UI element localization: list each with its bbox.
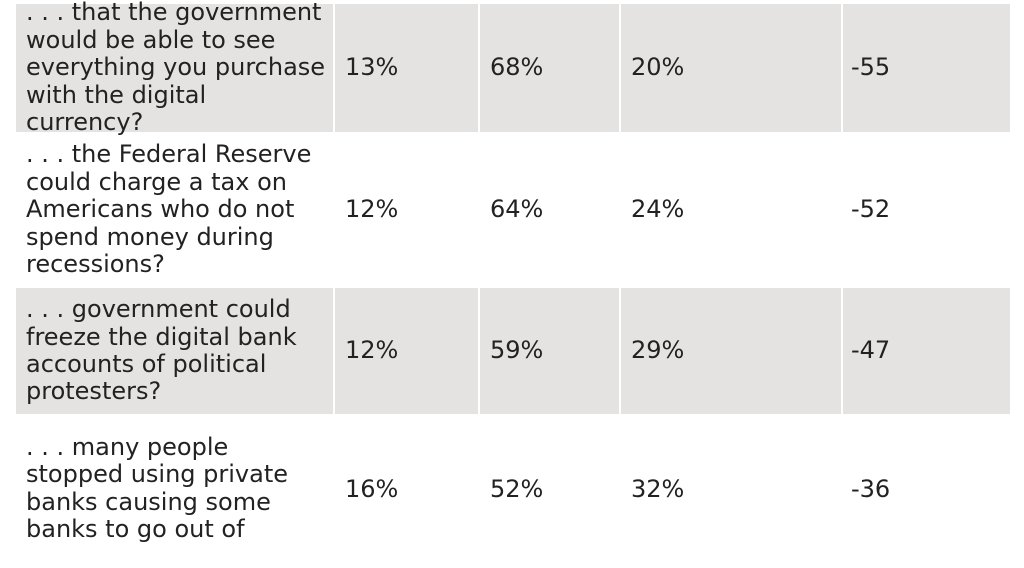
value-cell: 68% <box>480 4 621 132</box>
value-cell: 59% <box>480 288 621 414</box>
question-cell: . . . many people stopped using private … <box>16 418 335 564</box>
survey-table: . . . that the government would be able … <box>16 0 1010 568</box>
value-cell: 12% <box>335 136 480 284</box>
net-cell: -36 <box>843 418 1010 564</box>
value-cell: 20% <box>621 4 843 132</box>
value-2: 59% <box>490 336 544 365</box>
net-value: -52 <box>851 195 891 224</box>
net-value: -55 <box>851 53 891 82</box>
net-cell: -47 <box>843 288 1010 414</box>
value-1: 16% <box>345 475 399 503</box>
question-text: . . . the Federal Reserve could charge a… <box>26 140 312 279</box>
question-cell: . . . that the government would be able … <box>16 0 335 136</box>
question-cell: . . . government could freeze the digita… <box>16 288 335 414</box>
value-2: 64% <box>490 195 544 224</box>
value-2: 68% <box>490 53 544 82</box>
net-value: -36 <box>851 475 891 503</box>
net-cell: -52 <box>843 136 1010 284</box>
question-cell: . . . the Federal Reserve could charge a… <box>16 136 335 284</box>
value-3: 24% <box>631 195 685 224</box>
value-cell: 12% <box>335 288 480 414</box>
value-1: 12% <box>345 336 399 365</box>
value-2: 52% <box>490 475 544 503</box>
value-cell: 16% <box>335 418 480 564</box>
table-row: . . . that the government would be able … <box>16 0 1010 136</box>
question-text: . . . that the government would be able … <box>26 0 326 137</box>
value-1: 12% <box>345 195 399 224</box>
value-cell: 24% <box>621 136 843 284</box>
value-cell: 64% <box>480 136 621 284</box>
value-cell: 32% <box>621 418 843 564</box>
table-row: . . . the Federal Reserve could charge a… <box>16 136 1010 288</box>
value-cell: 52% <box>480 418 621 564</box>
value-1: 13% <box>345 53 399 82</box>
value-3: 29% <box>631 336 685 365</box>
value-cell: 13% <box>335 4 480 132</box>
value-3: 32% <box>631 475 685 503</box>
net-cell: -55 <box>843 4 1010 132</box>
table-row: . . . many people stopped using private … <box>16 418 1010 568</box>
value-3: 20% <box>631 53 685 82</box>
question-text: . . . many people stopped using private … <box>26 433 289 544</box>
question-text: . . . government could freeze the digita… <box>26 295 297 406</box>
value-cell: 29% <box>621 288 843 414</box>
net-value: -47 <box>851 336 891 365</box>
table-row: . . . government could freeze the digita… <box>16 288 1010 418</box>
